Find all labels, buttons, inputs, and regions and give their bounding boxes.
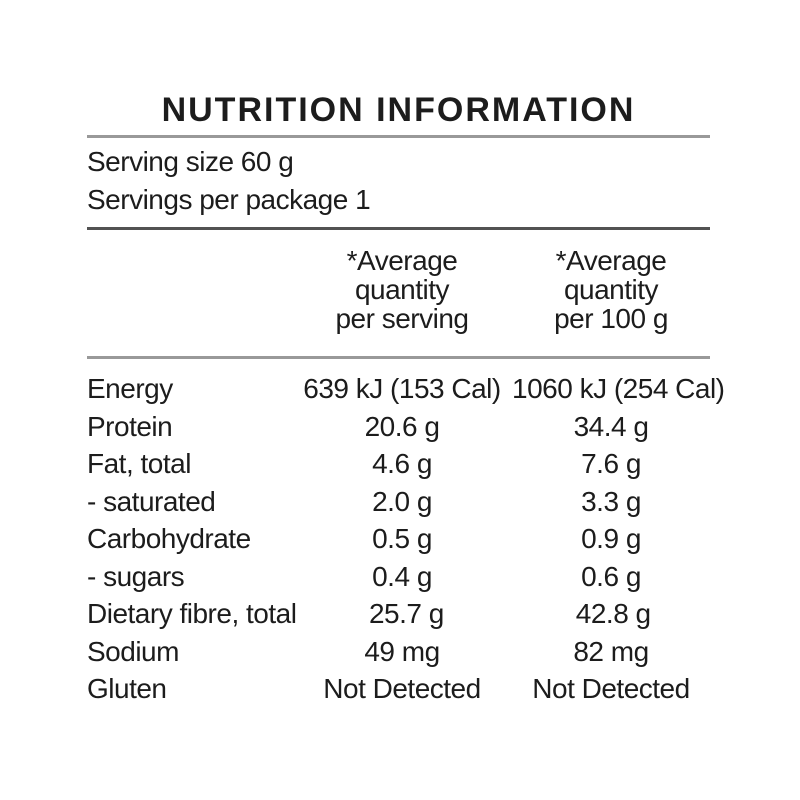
column-headers: *Average quantity per serving *Average q… [87, 246, 710, 333]
table-row-protein: Protein 20.6 g 34.4 g [87, 408, 710, 446]
divider-under-headers [87, 356, 710, 359]
col-header-per-100g-line2: quantity [563, 274, 659, 305]
per-100g-value: 0.6 g [581, 560, 641, 592]
nutrition-label: NUTRITION INFORMATION Serving size 60 g … [87, 88, 725, 708]
table-row-carbohydrate: Carbohydrate 0.5 g 0.9 g [87, 520, 710, 558]
divider-under-title [87, 135, 710, 138]
serving-info: Serving size 60 g Servings per package 1 [87, 143, 710, 219]
per-serving-value: 639 kJ (153 Cal) [303, 373, 501, 404]
per-serving-value: Not Detected [323, 673, 481, 704]
nutrient-label: Protein [87, 410, 173, 442]
per-serving-value: 4.6 g [372, 448, 432, 479]
page-title: NUTRITION INFORMATION [161, 91, 636, 129]
col-header-per-100g-line3: per 100 g [554, 303, 668, 334]
nutrient-label: Dietary fibre, total [87, 598, 297, 629]
per-100g-value: 0.9 g [581, 523, 641, 554]
table-row-gluten: Gluten Not Detected Not Detected [87, 670, 710, 708]
per-100g-value: 7.6 g [581, 448, 641, 479]
nutrition-table: Energy 639 kJ (153 Cal) 1060 kJ (254 Cal… [87, 370, 725, 708]
per-serving-value: 0.4 g [372, 560, 432, 592]
per-serving-value: 25.7 g [368, 598, 444, 629]
nutrient-label: Sodium [87, 635, 179, 667]
nutrient-label: - saturated [87, 485, 216, 517]
col-header-per-serving-line1: *Average [346, 245, 458, 276]
per-100g-value: 3.3 g [581, 485, 641, 517]
nutrient-label: Fat, total [87, 448, 191, 479]
per-serving-value: 2.0 g [372, 485, 432, 517]
col-header-per-100g-line1: *Average [555, 245, 667, 276]
table-row-dietary-fibre: Dietary fibre, total 25.7 g 42.8 g [87, 595, 710, 633]
per-100g-value: 1060 kJ (254 Cal) [512, 373, 725, 404]
per-100g-value: Not Detected [532, 673, 690, 704]
table-row-sodium: Sodium 49 mg 82 mg [87, 633, 710, 671]
table-row-energy: Energy 639 kJ (153 Cal) 1060 kJ (254 Cal… [87, 370, 725, 408]
divider-under-serving [87, 227, 710, 230]
col-header-per-serving: *Average quantity per serving [292, 246, 512, 333]
col-header-per-serving-line2: quantity [354, 274, 450, 305]
nutrient-label: Gluten [87, 673, 167, 704]
nutrient-label: - sugars [87, 560, 185, 592]
nutrient-label: Energy [87, 373, 173, 404]
per-serving-value: 49 mg [364, 635, 440, 667]
col-header-per-serving-line3: per serving [335, 303, 469, 334]
per-serving-value: 0.5 g [372, 523, 432, 554]
table-row-fat-total: Fat, total 4.6 g 7.6 g [87, 445, 710, 483]
per-100g-value: 82 mg [573, 635, 649, 667]
per-100g-value: 42.8 g [575, 598, 651, 629]
col-header-per-100g: *Average quantity per 100 g [512, 246, 710, 333]
serving-size-text: Serving size 60 g [87, 146, 294, 177]
nutrient-label: Carbohydrate [87, 523, 251, 554]
per-100g-value: 34.4 g [573, 410, 649, 442]
servings-per-package-text: Servings per package 1 [87, 184, 371, 215]
table-row-saturated: - saturated 2.0 g 3.3 g [87, 483, 710, 521]
table-row-sugars: - sugars 0.4 g 0.6 g [87, 558, 710, 596]
per-serving-value: 20.6 g [364, 410, 440, 442]
